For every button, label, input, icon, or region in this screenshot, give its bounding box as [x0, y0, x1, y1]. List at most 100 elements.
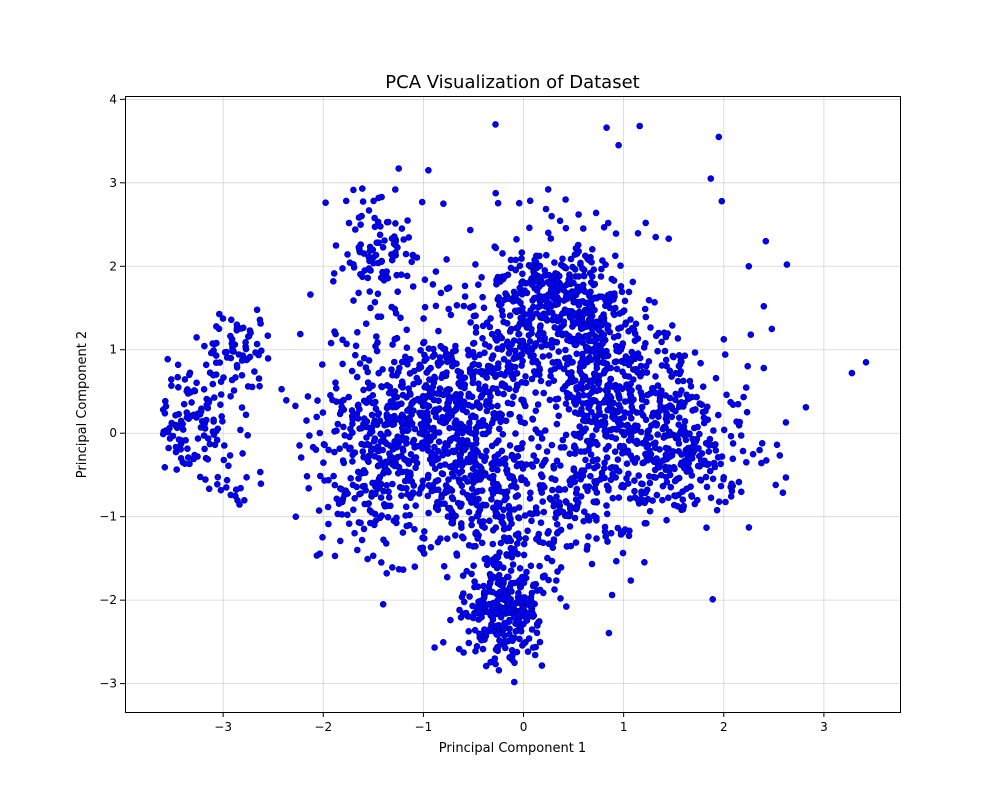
data-point [633, 368, 641, 375]
data-point [520, 551, 528, 559]
data-point [389, 480, 396, 488]
data-point [377, 438, 385, 445]
data-point [389, 421, 396, 429]
data-point [465, 508, 473, 516]
data-point [598, 314, 606, 321]
data-point [379, 600, 387, 608]
data-point [184, 445, 191, 453]
data-point [381, 237, 388, 244]
data-point [494, 553, 502, 561]
data-point [607, 464, 615, 472]
data-point [619, 549, 627, 557]
data-point [450, 448, 458, 456]
y-tick-label: 1 [109, 343, 117, 357]
data-point [227, 491, 234, 499]
data-point [520, 396, 527, 404]
data-point [370, 197, 377, 205]
data-point [365, 384, 373, 392]
data-point [472, 468, 480, 476]
y-tick-label: 3 [109, 176, 117, 190]
data-point [489, 614, 497, 622]
data-point [641, 519, 649, 527]
data-point [579, 411, 587, 418]
data-point [711, 463, 719, 471]
data-point [536, 638, 544, 646]
data-point [552, 577, 560, 584]
data-point [727, 493, 735, 500]
data-point [493, 608, 501, 616]
data-point [399, 529, 407, 536]
data-point [306, 432, 313, 439]
data-point [545, 352, 553, 359]
data-point [330, 472, 337, 480]
data-point [488, 403, 495, 410]
data-point [444, 513, 452, 520]
data-point [409, 489, 417, 496]
data-point [331, 328, 338, 335]
data-point [470, 339, 478, 347]
data-point [472, 474, 480, 482]
data-point [338, 511, 346, 518]
data-point [226, 452, 234, 459]
data-point [451, 419, 459, 427]
x-tick-label: 1 [620, 720, 628, 734]
data-point [478, 539, 486, 547]
data-point [495, 425, 503, 433]
data-point [488, 465, 496, 473]
data-point [604, 538, 611, 545]
data-point [508, 452, 516, 460]
data-point [506, 630, 513, 638]
data-point [474, 583, 482, 591]
data-point [303, 472, 311, 480]
data-point [445, 476, 452, 483]
data-point [362, 320, 370, 328]
data-point [582, 332, 589, 340]
data-point [587, 472, 594, 480]
data-point [516, 262, 524, 270]
data-point [325, 520, 332, 528]
data-point [528, 375, 536, 383]
data-point [538, 312, 545, 319]
data-point [688, 455, 696, 462]
data-point [542, 205, 550, 213]
data-point [331, 481, 339, 489]
data-point [737, 432, 745, 439]
data-point [606, 400, 614, 408]
data-point [416, 429, 424, 437]
data-point [512, 292, 520, 300]
data-point [582, 483, 589, 491]
data-point [451, 532, 459, 539]
data-point [471, 578, 478, 585]
data-point [574, 499, 582, 506]
data-point [465, 541, 473, 549]
data-point [587, 397, 594, 405]
data-point [557, 444, 565, 451]
data-point [478, 422, 485, 430]
data-point [510, 614, 518, 621]
data-point [550, 287, 557, 295]
data-point [642, 219, 650, 227]
data-point [715, 133, 723, 141]
data-point [395, 165, 403, 172]
data-point [354, 401, 362, 409]
data-point [330, 270, 338, 277]
data-point [227, 392, 234, 400]
data-point [253, 306, 261, 314]
data-point [603, 124, 610, 131]
data-point [506, 328, 514, 335]
data-point [278, 385, 285, 393]
data-point [509, 561, 517, 568]
data-point [646, 507, 654, 515]
data-point [562, 293, 570, 300]
data-point [707, 494, 715, 502]
data-point [526, 315, 534, 323]
data-point [482, 453, 490, 461]
data-point [255, 375, 263, 382]
data-point [551, 324, 559, 331]
data-point [385, 430, 392, 437]
data-point [549, 280, 557, 288]
data-point [585, 303, 593, 311]
data-point [615, 141, 622, 149]
data-point [544, 229, 552, 237]
data-point [615, 494, 623, 501]
